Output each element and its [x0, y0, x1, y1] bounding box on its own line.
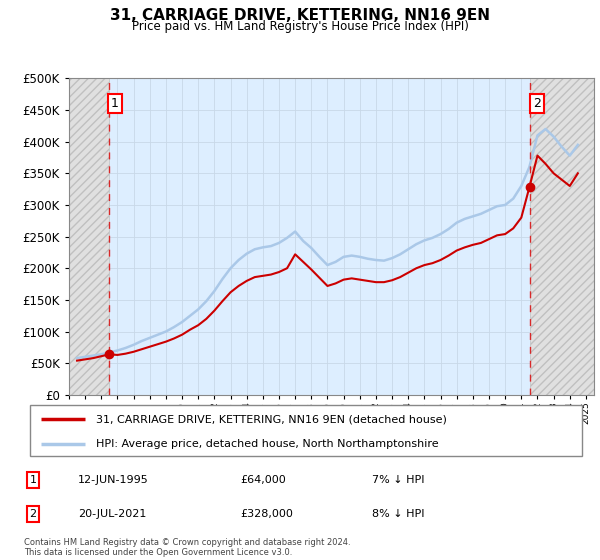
Bar: [69, 78, 109, 395]
Text: 2: 2: [533, 97, 541, 110]
Text: HPI: Average price, detached house, North Northamptonshire: HPI: Average price, detached house, Nort…: [96, 438, 439, 449]
Text: 8% ↓ HPI: 8% ↓ HPI: [372, 509, 425, 519]
Text: 31, CARRIAGE DRIVE, KETTERING, NN16 9EN (detached house): 31, CARRIAGE DRIVE, KETTERING, NN16 9EN …: [96, 414, 447, 424]
Text: 1: 1: [111, 97, 119, 110]
Text: 12-JUN-1995: 12-JUN-1995: [78, 475, 149, 485]
Text: 20-JUL-2021: 20-JUL-2021: [78, 509, 146, 519]
Text: £64,000: £64,000: [240, 475, 286, 485]
Bar: [530, 78, 594, 395]
Text: Contains HM Land Registry data © Crown copyright and database right 2024.
This d: Contains HM Land Registry data © Crown c…: [24, 538, 350, 557]
Text: 2: 2: [29, 509, 37, 519]
Text: Price paid vs. HM Land Registry's House Price Index (HPI): Price paid vs. HM Land Registry's House …: [131, 20, 469, 32]
Text: 7% ↓ HPI: 7% ↓ HPI: [372, 475, 425, 485]
Text: 31, CARRIAGE DRIVE, KETTERING, NN16 9EN: 31, CARRIAGE DRIVE, KETTERING, NN16 9EN: [110, 8, 490, 24]
Text: 1: 1: [29, 475, 37, 485]
FancyBboxPatch shape: [30, 405, 582, 456]
Text: £328,000: £328,000: [240, 509, 293, 519]
